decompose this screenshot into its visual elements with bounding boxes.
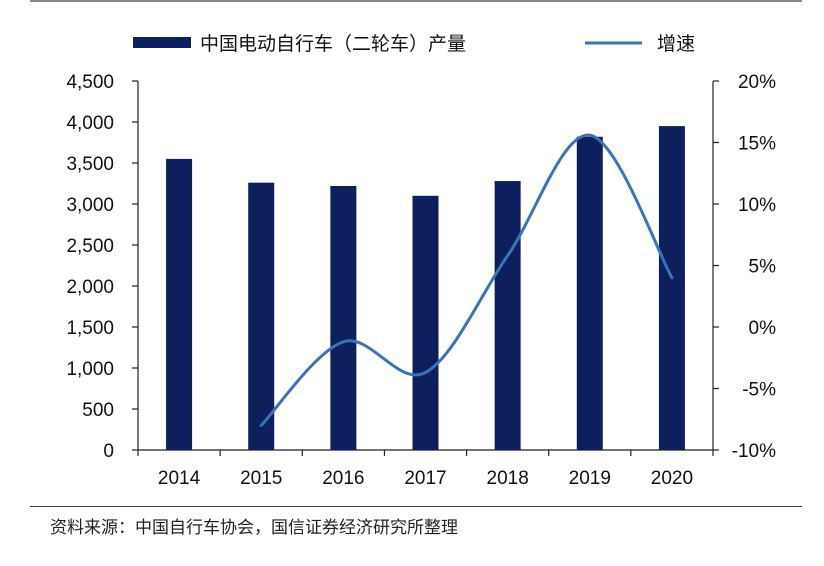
right-axis-tick-label: -10% xyxy=(732,441,776,462)
right-y-axis: -10% -5% 0% 5% 10% 15% 20% xyxy=(712,72,777,462)
x-axis-tick-label: 2016 xyxy=(322,468,364,489)
bar xyxy=(412,195,439,450)
left-axis-tick-label: 2,500 xyxy=(66,236,114,257)
bar xyxy=(658,126,685,450)
left-axis-tick-label: 4,000 xyxy=(66,113,114,134)
legend-bar-label: 中国电动自行车（二轮车）产量 xyxy=(200,33,466,55)
left-axis-tick-label: 3,500 xyxy=(66,154,114,175)
bar xyxy=(576,136,603,450)
left-axis-tick-label: 500 xyxy=(82,400,114,421)
growth-line xyxy=(259,133,674,427)
bar-series xyxy=(166,126,685,451)
left-axis-tick-label: 1,500 xyxy=(66,318,114,339)
bar-line-combo-chart: 中国电动自行车（二轮车）产量 增速 0 500 1,000 1,500 2,000 2,50… xyxy=(66,33,777,489)
x-axis: 2014 2015 2016 2017 2018 2019 2020 xyxy=(137,449,714,489)
right-axis-tick-label: 20% xyxy=(738,72,776,93)
left-axis-tick-label: 3,000 xyxy=(66,195,114,216)
bottom-rule xyxy=(30,506,802,507)
legend: 中国电动自行车（二轮车）产量 增速 xyxy=(133,33,695,55)
right-axis-tick-label: 10% xyxy=(738,195,776,216)
x-axis-tick-label: 2018 xyxy=(487,468,529,489)
legend-bar-swatch xyxy=(133,37,191,48)
left-axis-tick-label: 0 xyxy=(103,441,114,462)
left-axis-tick-label: 1,000 xyxy=(66,359,114,380)
left-axis-tick-label: 2,000 xyxy=(66,277,114,298)
line-series xyxy=(259,133,674,427)
bar xyxy=(166,158,193,450)
left-axis-tick-label: 4,500 xyxy=(66,72,114,93)
x-axis-tick-label: 2015 xyxy=(240,468,282,489)
right-axis-tick-label: 0% xyxy=(749,318,777,339)
top-rule xyxy=(30,0,802,2)
x-axis-tick-label: 2014 xyxy=(158,468,201,489)
right-axis-tick-label: -5% xyxy=(742,380,776,401)
bar xyxy=(248,182,275,450)
x-axis-tick-label: 2017 xyxy=(404,468,446,489)
bar xyxy=(494,181,521,451)
right-axis-tick-label: 5% xyxy=(749,257,777,278)
x-axis-tick-label: 2019 xyxy=(569,468,611,489)
right-axis-tick-label: 15% xyxy=(738,134,776,155)
source-note: 资料来源：中国自行车协会，国信证券经济研究所整理 xyxy=(50,518,458,538)
x-axis-tick-label: 2020 xyxy=(651,468,693,489)
left-y-axis: 0 500 1,000 1,500 2,000 2,500 3,000 3,500 4,000 4… xyxy=(66,72,139,462)
legend-line-label: 增速 xyxy=(657,33,695,55)
bar xyxy=(330,185,357,450)
